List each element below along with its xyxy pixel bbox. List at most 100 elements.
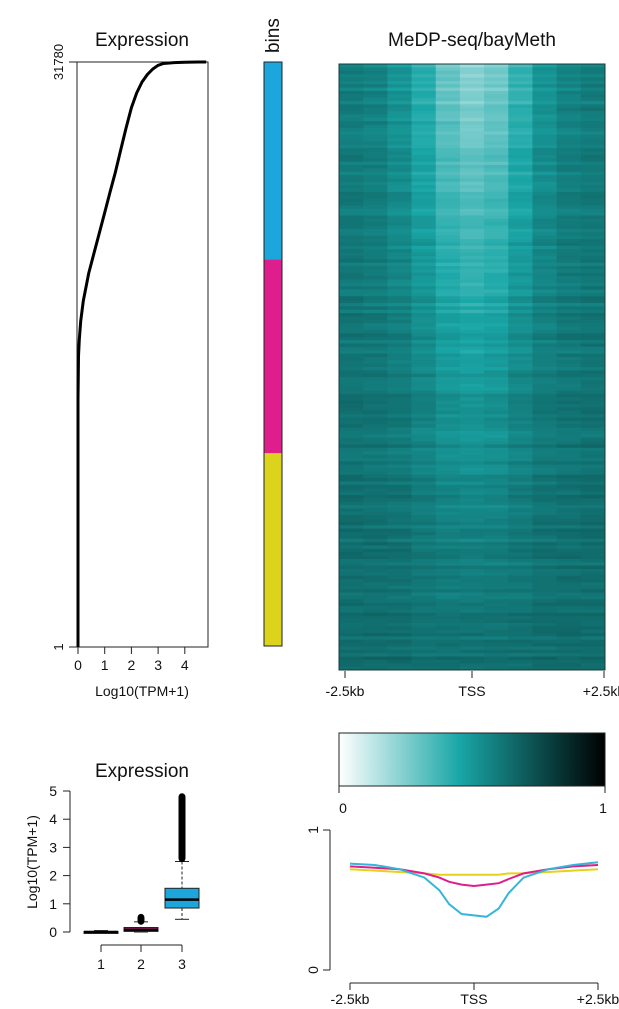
heatmap-cell — [387, 111, 412, 115]
y-tick-bottom: 1 — [51, 643, 66, 650]
heatmap-cell — [580, 336, 606, 341]
heatmap-cell — [363, 481, 388, 486]
heatmap-cell — [580, 262, 606, 267]
colorbar-gradient — [338, 732, 606, 787]
heatmap-cell — [532, 212, 558, 216]
heatmap-cell — [556, 124, 582, 129]
heatmap-cell — [484, 646, 509, 651]
heatmap-cell — [387, 316, 412, 321]
heatmap-cell — [435, 269, 461, 274]
heatmap-cell — [435, 316, 461, 321]
heatmap-cell — [411, 195, 437, 200]
heatmap-cell — [339, 350, 364, 354]
heatmap-cell — [387, 579, 412, 583]
heatmap-cell — [411, 400, 437, 405]
heatmap-cell — [580, 333, 606, 338]
heatmap-cell — [339, 292, 364, 297]
heatmap-cell — [508, 410, 533, 415]
profile-series-line — [349, 868, 599, 876]
heatmap-cell — [484, 367, 509, 371]
heatmap-cell — [339, 666, 364, 671]
heatmap-cell — [580, 350, 606, 354]
heatmap-cell — [435, 505, 461, 509]
heatmap-cell — [508, 158, 533, 163]
heatmap-frame — [338, 63, 606, 671]
heatmap-cell — [459, 94, 485, 99]
heatmap-cell — [411, 474, 437, 479]
heatmap-cell — [387, 117, 412, 122]
heatmap-cell — [363, 420, 388, 425]
heatmap-cell — [508, 481, 533, 486]
heatmap-cell — [363, 427, 388, 432]
heatmap-cell — [556, 67, 582, 72]
heatmap-cell — [556, 622, 582, 627]
heatmap-cell — [484, 70, 509, 75]
heatmap-cell — [508, 64, 533, 68]
heatmap-cell — [339, 663, 364, 668]
heatmap-cell — [387, 346, 412, 351]
heatmap-cell — [459, 363, 485, 368]
heatmap-cell — [363, 612, 388, 617]
bins-bar-frame — [263, 61, 283, 647]
heatmap-cell — [508, 319, 533, 324]
heatmap-cell — [532, 333, 558, 338]
heatmap-cell — [556, 666, 582, 671]
heatmap-cell — [532, 666, 558, 671]
heatmap-cell — [556, 545, 582, 550]
heatmap-cell — [435, 575, 461, 580]
heatmap-cell — [411, 373, 437, 378]
heatmap-cell — [339, 313, 364, 317]
heatmap-cell — [411, 555, 437, 560]
heatmap-cell — [508, 393, 533, 398]
heatmap-cell — [435, 589, 461, 593]
heatmap-cell — [532, 417, 558, 422]
heatmap-cell — [580, 437, 606, 442]
heatmap-cell — [363, 313, 388, 317]
heatmap-cell — [556, 74, 582, 78]
heatmap-cell — [556, 195, 582, 200]
heatmap-cell — [459, 289, 485, 294]
heatmap-cell — [580, 545, 606, 550]
heatmap-cell — [532, 511, 558, 516]
heatmap-cell — [484, 329, 509, 334]
heatmap-cell — [435, 191, 461, 196]
heatmap-cell — [532, 569, 558, 573]
heatmap-cell — [556, 569, 582, 573]
heatmap-cell — [532, 397, 558, 402]
heatmap-cell — [580, 629, 606, 634]
heatmap-cell — [435, 531, 461, 536]
heatmap-cell — [387, 276, 412, 280]
heatmap-cell — [411, 649, 437, 654]
heatmap-cell — [484, 235, 509, 240]
heatmap-cell — [411, 582, 437, 587]
heatmap-cell — [580, 299, 606, 304]
heatmap-cell — [556, 141, 582, 146]
boxplot-box — [164, 887, 200, 909]
heatmap-cell — [387, 535, 412, 540]
heatmap-cell — [363, 245, 388, 250]
heatmap-cell — [508, 643, 533, 647]
heatmap-cell — [580, 478, 606, 482]
heatmap-cell — [387, 309, 412, 314]
bins-bar — [264, 62, 282, 646]
heatmap-cell — [435, 454, 461, 459]
heatmap-cell — [459, 191, 485, 196]
heatmap-cell — [532, 84, 558, 88]
heatmap-cell — [484, 542, 509, 546]
heatmap-cell — [508, 101, 533, 105]
heatmap-cell — [411, 212, 437, 216]
heatmap-cell — [435, 299, 461, 304]
heatmap-cell — [339, 626, 364, 630]
heatmap-cell — [363, 599, 388, 604]
heatmap-cell — [339, 222, 364, 226]
heatmap-cell — [532, 336, 558, 341]
heatmap-cell — [435, 346, 461, 351]
heatmap-cell — [363, 417, 388, 422]
heatmap-cell — [532, 215, 558, 220]
heatmap-cell — [411, 569, 437, 573]
heatmap-cell — [532, 622, 558, 627]
heatmap-cell — [363, 276, 388, 280]
heatmap-cell — [435, 218, 461, 223]
